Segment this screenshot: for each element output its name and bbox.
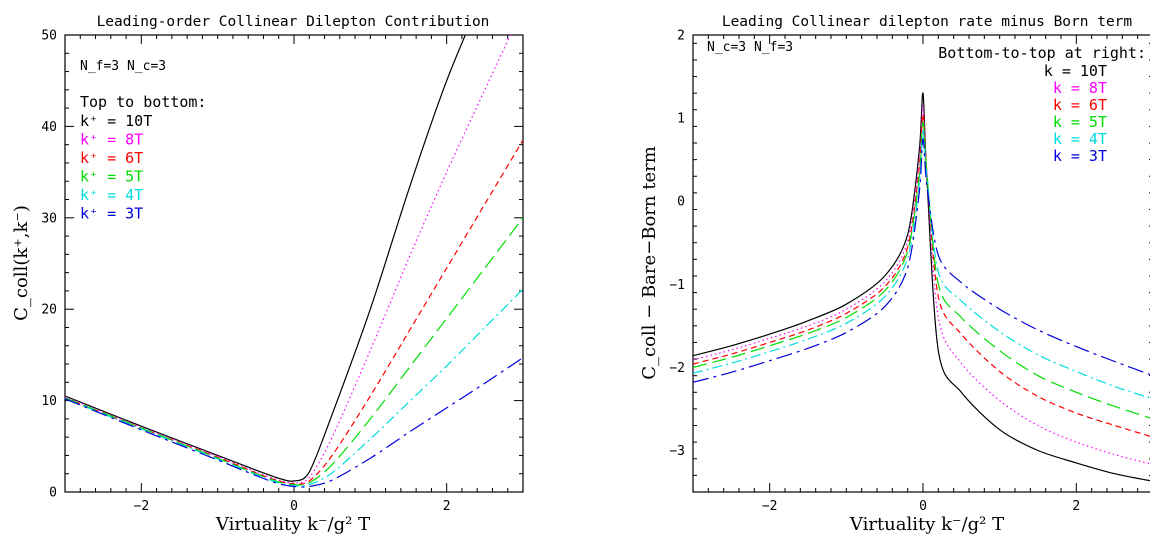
left-y-tick-label: 40: [41, 120, 57, 135]
left-x-tick-label: 0: [290, 499, 298, 514]
right-series-line: [693, 113, 1150, 437]
right-y-tick-label: 0: [677, 195, 685, 210]
right-y-axis-label: C_coll − Bare−Born term: [639, 146, 660, 380]
right-x-tick-label: 2: [1072, 499, 1080, 514]
left-legend-entry: k⁺ = 5T: [80, 168, 143, 186]
right-series-group: [693, 92, 1150, 482]
right-series-line: [693, 92, 1150, 482]
left-legend-entry: k⁺ = 8T: [80, 131, 143, 149]
left-y-tick-label: 50: [41, 29, 57, 44]
right-legend-entry: k = 5T: [1053, 113, 1107, 131]
right-series-line: [693, 129, 1150, 399]
right-x-tick-label: 0: [919, 499, 927, 514]
right-params-text: N_c=3 N_f=3: [707, 40, 793, 55]
right-legend-entry: k = 4T: [1053, 130, 1107, 148]
right-legend-entry: k = 3T: [1053, 147, 1107, 165]
left-y-axis-label: C_coll(k⁺,k⁻): [11, 205, 32, 321]
left-y-tick-label: 30: [41, 211, 57, 226]
right-legend-entry: k = 10T: [1044, 62, 1107, 80]
left-legend-header: Top to bottom:: [80, 93, 206, 111]
right-legend-entry: k = 8T: [1053, 79, 1107, 97]
left-legend-entry: k⁺ = 6T: [80, 149, 143, 167]
left-x-axis-label: Virtuality k⁻/g² T: [215, 514, 370, 535]
left-series-group: [65, 35, 523, 488]
left-y-tick-label: 0: [49, 486, 57, 501]
right-y-tick-label: 2: [677, 29, 685, 44]
right-series-line: [693, 121, 1150, 419]
left-params-text: N_f=3 N_c=3: [80, 59, 166, 74]
left-x-tick-label: 2: [443, 499, 451, 514]
right-y-tick-label: −3: [669, 444, 685, 459]
right-x-axis-label: Virtuality k⁻/g² T: [849, 514, 1004, 535]
right-legend-entry: k = 6T: [1053, 96, 1107, 114]
right-y-tick-label: −2: [669, 361, 685, 376]
left-legend-entry: k⁺ = 3T: [80, 205, 143, 223]
left-legend-entry: k⁺ = 4T: [80, 186, 143, 204]
right-chart-panel: Leading Collinear dilepton rate minus Bo…: [639, 14, 1150, 535]
left-y-tick-label: 20: [41, 303, 57, 318]
right-series-line: [693, 138, 1150, 383]
right-y-tick-label: 1: [677, 112, 685, 127]
right-chart-title: Leading Collinear dilepton rate minus Bo…: [722, 14, 1133, 30]
left-series-line: [65, 35, 511, 484]
left-series-line: [65, 217, 523, 486]
left-series-line: [65, 35, 466, 482]
right-y-tick-label: −1: [669, 278, 685, 293]
right-x-tick-label: −2: [762, 499, 778, 514]
left-x-tick-label: −2: [134, 499, 150, 514]
left-series-line: [65, 139, 523, 485]
left-chart-panel: Leading-order Collinear Dilepton Contrib…: [11, 14, 524, 535]
left-legend-entry: k⁺ = 10T: [80, 112, 152, 130]
left-series-line: [65, 357, 523, 488]
left-y-tick-label: 10: [41, 394, 57, 409]
left-series-line: [65, 288, 523, 487]
left-chart-title: Leading-order Collinear Dilepton Contrib…: [97, 14, 490, 30]
right-legend-header: Bottom-to-top at right:: [938, 44, 1146, 62]
